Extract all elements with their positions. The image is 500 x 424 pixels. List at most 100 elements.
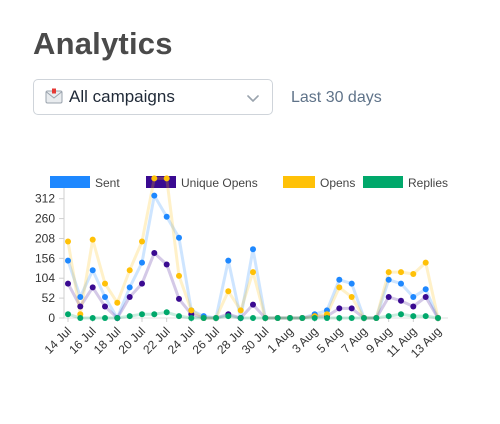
data-point-replies [213,315,219,321]
data-point-replies [250,315,256,321]
data-point-unique-opens [102,303,108,310]
legend-swatch [283,176,315,188]
data-point-sent [126,284,133,291]
x-tick-label: 5 Aug [314,324,346,356]
data-point-replies [385,313,392,320]
data-point-replies [311,315,318,321]
data-point-replies [114,315,121,321]
data-point-sent [102,294,108,300]
x-tick-label: 26 Jul [190,324,223,357]
data-point-opens [151,175,158,182]
x-tick-label: 18 Jul [91,324,124,357]
data-point-unique-opens [422,294,429,300]
data-point-replies [237,315,244,321]
data-point-opens [176,272,182,279]
data-point-opens [410,271,417,277]
legend-label: Replies [408,176,448,190]
legend-item-opens[interactable]: Opens [283,176,355,190]
data-point-replies [163,309,170,316]
data-point-unique-opens [89,284,96,291]
legend-label: Sent [95,176,120,190]
campaign-select[interactable]: All campaigns [33,79,273,115]
date-range-label: Last 30 days [291,89,382,106]
data-point-opens [422,259,429,266]
y-tick-label: 312 [35,192,55,206]
data-point-replies [200,315,207,321]
data-point-unique-opens [250,301,256,308]
data-point-opens [250,269,256,276]
data-point-unique-opens [126,294,133,300]
data-point-unique-opens [398,297,404,304]
data-point-replies [336,315,343,321]
data-point-replies [126,313,133,320]
data-point-opens [237,307,244,314]
data-point-sent [225,257,232,264]
data-point-replies [361,315,367,321]
data-point-replies [262,315,269,321]
x-tick-label: 7 Aug [339,324,371,356]
data-point-sent [89,267,96,274]
page-title: Analytics [33,26,173,61]
data-point-sent [398,280,404,287]
x-tick-label: 28 Jul [214,324,247,357]
data-point-opens [114,299,121,306]
data-point-opens [163,175,170,182]
x-tick-label: 3 Aug [289,324,321,356]
x-tick-label: 30 Jul [239,324,272,357]
y-tick-label: 156 [35,251,55,265]
data-point-sent [250,246,256,253]
y-tick-label: 0 [48,311,55,325]
data-point-opens [102,280,108,287]
data-point-opens [336,284,343,291]
data-point-replies [398,311,404,318]
chevron-down-icon [246,91,260,105]
data-point-opens [89,236,96,243]
data-point-replies [89,315,96,321]
data-point-sent [410,294,417,300]
data-point-sent [151,192,158,199]
data-point-opens [225,288,232,295]
data-point-unique-opens [151,250,158,256]
data-point-replies [151,311,158,318]
analytics-chart: Sent Unique Opens Opens Replies 0 52 104 156 208… [35,175,448,361]
data-point-replies [139,311,145,318]
y-tick-label: 208 [35,231,55,245]
y-tick-label: 260 [35,212,55,226]
campaign-select-value: All campaigns [69,87,175,106]
x-tick-label: 20 Jul [116,324,149,357]
legend-swatch [363,176,403,188]
x-tick-label: 22 Jul [140,324,173,357]
data-point-replies [102,315,108,321]
data-point-unique-opens [336,305,343,312]
data-point-opens [139,238,145,245]
data-point-sent [77,294,84,300]
data-point-sent [348,280,355,287]
legend-item-replies[interactable]: Replies [363,176,448,190]
data-point-replies [65,311,71,318]
data-point-sent [139,259,145,266]
data-point-replies [176,313,182,320]
data-point-unique-opens [385,294,392,300]
data-point-replies [299,315,306,321]
data-point-opens [385,269,392,276]
data-point-replies [435,315,441,321]
legend-item-sent[interactable]: Sent [50,176,120,190]
data-point-opens [65,238,71,245]
legend-label: Unique Opens [181,176,258,190]
x-tick-label: 14 Jul [42,324,75,357]
x-tick-label: 16 Jul [66,324,99,357]
data-point-opens [126,267,133,274]
data-point-replies [410,313,417,320]
data-point-unique-opens [163,261,170,268]
data-point-opens [348,294,355,300]
data-point-replies [274,315,281,321]
data-point-replies [373,315,380,321]
data-point-unique-opens [176,295,182,302]
data-point-sent [176,234,182,241]
data-point-unique-opens [139,280,145,287]
data-point-sent [422,286,429,293]
data-point-opens [188,307,195,314]
data-point-replies [422,313,429,320]
data-point-unique-opens [348,305,355,312]
legend-swatch [50,176,90,188]
